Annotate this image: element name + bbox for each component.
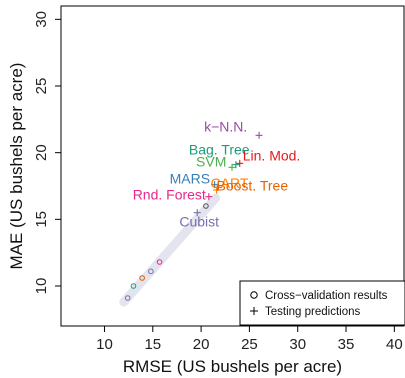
legend-label: Cross−validation results	[265, 290, 388, 302]
legend-plus-symbol	[250, 307, 258, 315]
test-point	[228, 163, 236, 171]
x-tick-label: 15	[144, 336, 161, 353]
cv-point	[124, 295, 131, 301]
plot-frame	[60, 5, 405, 327]
test-point	[255, 131, 263, 139]
x-tick-label: 35	[338, 336, 355, 353]
model-label: Boost. Tree	[217, 177, 289, 193]
cv-point	[139, 275, 145, 281]
legend-box	[239, 280, 405, 326]
y-tick-label: 25	[33, 78, 50, 95]
x-tick-label: 25	[241, 336, 258, 353]
data-points	[124, 131, 263, 301]
model-label: SVM	[196, 153, 226, 169]
model-label: Rnd. Forest	[133, 187, 206, 203]
y-tick-label: 10	[33, 278, 50, 295]
test-point	[193, 209, 201, 217]
model-label: k−N.N.	[204, 118, 247, 134]
y-tick-label: 15	[33, 211, 50, 228]
model-label: CART	[211, 175, 249, 191]
legend-label: Testing predictions	[265, 306, 360, 318]
test-point	[205, 193, 213, 201]
cv-point	[156, 259, 163, 265]
x-axis-title: RMSE (US bushels per acre)	[123, 357, 342, 376]
cv-point	[130, 283, 137, 289]
y-axis-title: MAE (US bushels per acre)	[7, 63, 26, 270]
plot-frame-rect	[60, 5, 405, 327]
axis-ticks: 10 15 20 25 30 35 40 10 15 20 25 30	[33, 11, 403, 353]
legend: Cross−validation results Testing predicti…	[239, 280, 405, 326]
model-label: Cubist	[179, 214, 219, 230]
y-tick-label: 30	[33, 11, 50, 28]
y-tick-label: 20	[33, 144, 50, 161]
test-point	[232, 161, 240, 169]
legend-circle-symbol	[250, 291, 258, 299]
test-point	[214, 183, 222, 191]
trend-band-line	[119, 193, 221, 307]
x-tick-label: 10	[96, 336, 113, 353]
trend-band	[119, 193, 221, 307]
x-tick-label: 40	[386, 336, 403, 353]
model-label: Bag. Tree	[189, 142, 250, 158]
model-label: Lin. Mod.	[243, 147, 301, 163]
cv-point	[148, 268, 154, 275]
test-point	[236, 159, 244, 167]
x-tick-label: 30	[289, 336, 306, 353]
x-tick-label: 20	[193, 336, 210, 353]
cv-point	[203, 203, 209, 209]
model-label: MARS	[170, 171, 210, 187]
